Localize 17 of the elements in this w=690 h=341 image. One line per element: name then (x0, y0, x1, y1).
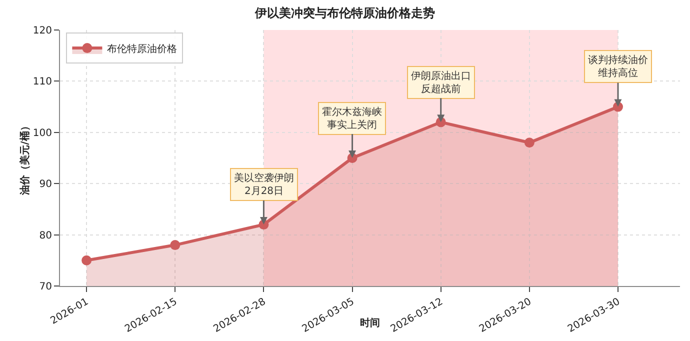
point (170, 240, 180, 250)
x-axis-title: 时间 (360, 317, 380, 329)
point (82, 255, 92, 266)
point (524, 138, 534, 148)
annotation: 霍尔木兹海峡事实上关闭 (322, 106, 382, 131)
y-tick-label: 80 (39, 230, 52, 242)
y-tick-label: 90 (39, 179, 52, 190)
y-tick-label: 100 (32, 128, 52, 139)
annotation: 美以空袭伊朗 2月28日 (234, 172, 294, 197)
y-axis-title: 油价（美元/桶） (18, 121, 31, 196)
y-tick-label: 70 (39, 282, 52, 292)
annotation: 谈判持续油价维持高位 (588, 54, 648, 79)
y-tick-label: 110 (32, 76, 52, 88)
annotation: 伊朗原油出口反超战前 (411, 70, 471, 95)
legend-label: 布伦特原油价格 (107, 42, 178, 55)
chart-title: 伊以美冲突与布伦特原油价格走势 (254, 6, 435, 20)
y-tick-label: 120 (32, 26, 52, 36)
